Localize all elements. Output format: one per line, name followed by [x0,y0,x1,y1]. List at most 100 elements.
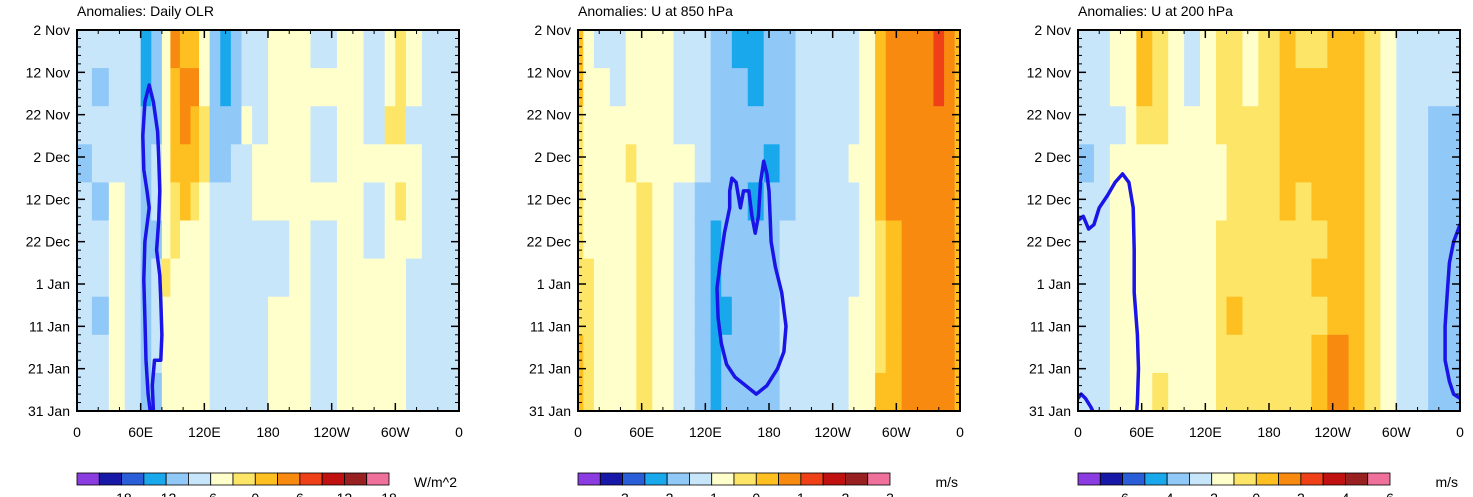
field-cell [1152,258,1169,298]
field-cell [289,372,312,411]
field-cell [421,334,444,374]
field-cell [179,106,192,145]
y-tick-label: 22 Dec [527,234,571,250]
contour-line [715,159,788,396]
field-cell [1242,68,1259,107]
field-cell [636,372,653,411]
field-cell [190,220,200,260]
field-cell [593,220,611,260]
field-cell [625,106,637,145]
field-cell [1078,68,1095,107]
field-cell [694,334,712,374]
field-cell [1168,68,1185,107]
field-cell [578,220,584,260]
colorbar-swatch [210,472,234,486]
field-cell [1200,68,1217,107]
field-cell [1444,334,1460,374]
field-cell [443,30,459,69]
field-cell [944,182,956,222]
field-cell [1215,372,1228,411]
field-cell [1215,220,1228,260]
field-cell [1136,144,1153,183]
field-cell [151,182,163,222]
colorbar-swatch [344,472,368,486]
field-cell [1279,258,1297,298]
field-cell [268,372,290,411]
colorbar-swatch [254,472,278,486]
field-cell [1412,258,1429,298]
field-cell [363,182,386,222]
colorbar-level-label: 18 [381,490,397,497]
field-cell [289,258,312,298]
field-cell [209,258,221,298]
field-cell [933,68,945,107]
field-cell [209,220,221,260]
field-cell [443,106,459,145]
field-cell [336,296,365,336]
field-cell [1348,220,1366,260]
field-cell [1125,334,1137,374]
field-cell [1412,182,1429,222]
field-cell [1364,334,1382,374]
field-cell [885,30,903,69]
field-cell [1078,182,1095,222]
field-cell [384,68,396,107]
field-cell [673,296,696,336]
field-cell [832,258,850,298]
field-cell [1380,182,1397,222]
field-cell [933,220,945,260]
field-cell [583,220,595,260]
field-cell [1226,220,1244,260]
field-cell [933,106,945,145]
field-cell [1215,144,1228,183]
field-cell [310,144,338,183]
field-cell [363,372,386,411]
colorbar-swatch [644,472,668,486]
field-cell [140,144,152,183]
colorbar-swatch [711,472,735,486]
field-cell [832,296,850,336]
field-cell [1258,372,1281,411]
field-cell [795,30,834,69]
field-cell [779,106,797,145]
field-cell [901,220,919,260]
field-cell [1428,144,1445,183]
field-cell [241,220,253,260]
field-cell [220,106,232,145]
field-cell [1242,30,1259,69]
anomaly-field [1078,30,1460,411]
field-cell [944,68,956,107]
field-cell [1109,296,1127,336]
field-cell [179,30,192,69]
field-cell [710,68,722,107]
field-cell [199,296,211,336]
field-cell [944,296,956,336]
field-cell [859,68,876,107]
field-cell [954,144,960,183]
field-cell [1428,334,1445,374]
field-cell [421,220,444,260]
field-cell [1380,372,1397,411]
field-cell [151,296,163,336]
field-cell [779,372,797,411]
field-cell [1109,334,1127,374]
field-cell [694,296,712,336]
field-cell [230,296,243,336]
field-cell [1380,220,1397,260]
field-cell [161,334,171,374]
field-cell [140,106,152,145]
field-cell [933,296,945,336]
field-cell [1380,334,1397,374]
field-cell [1295,258,1313,298]
field-cell [763,30,781,69]
field-cell [859,258,876,298]
field-cell [443,182,459,222]
field-cell [1279,334,1297,374]
field-cell [1311,334,1328,374]
x-tick-label: 120E [1189,424,1222,440]
field-cell [832,144,850,183]
field-cell [954,68,960,107]
panel-title: Anomalies: Daily OLR [77,3,214,19]
field-cell [108,182,126,222]
field-cell [252,30,269,69]
